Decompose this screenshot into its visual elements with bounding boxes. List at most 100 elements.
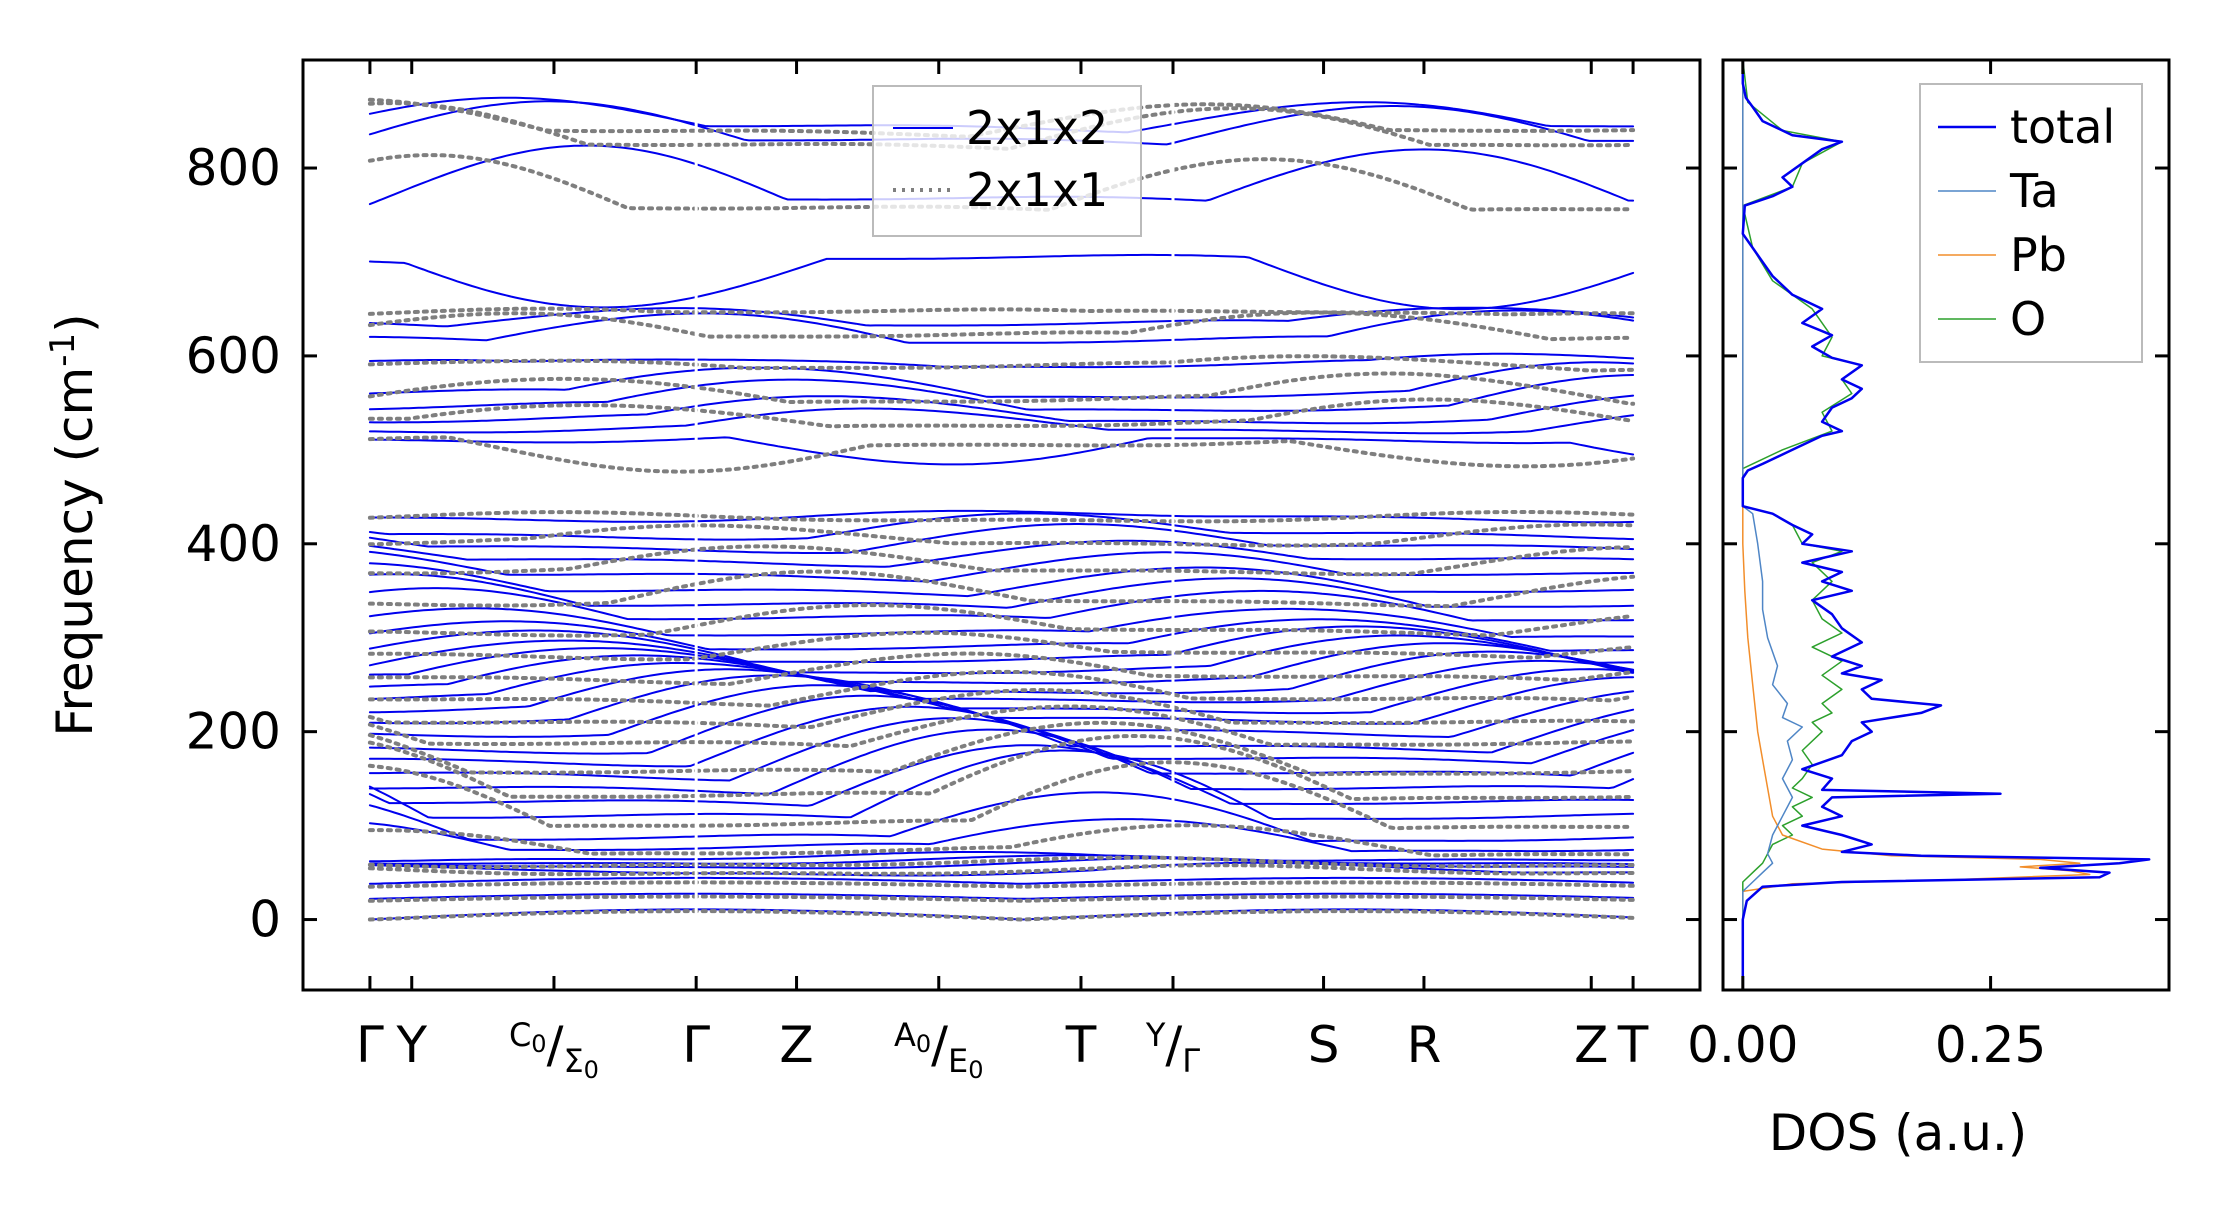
band-y-axis: 0 200 400 600 800 — [186, 139, 1700, 949]
dos-panel: 0.00 0.25 DOS (a.u.) total Ta Pb O — [1687, 58, 2171, 1162]
dos-x-tick-label: 0.25 — [1935, 1016, 2046, 1074]
band-mode-2x1x1 — [367, 371, 1636, 406]
band-mode-2x1x2 — [368, 394, 1635, 425]
dos-plot-frame — [1721, 58, 2171, 992]
band-y-axis-title: Frequency (cm-1) — [43, 313, 104, 736]
band-mode-2x1x2 — [368, 674, 1635, 725]
k-point-label: Y — [395, 1016, 427, 1074]
band-mode-2x1x1 — [367, 704, 1636, 748]
band-mode-2x1x1 — [367, 651, 1636, 687]
k-point-label: R — [1407, 1016, 1442, 1074]
legend-label: 2x1x1 — [966, 163, 1108, 217]
band-mode-2x1x1 — [367, 863, 1636, 877]
band-mode-2x1x1 — [367, 544, 1636, 577]
band-mode-2x1x1 — [367, 880, 1636, 889]
band-legend: 2x1x2 2x1x1 — [872, 85, 1142, 237]
band-mode-2x1x1 — [367, 310, 1636, 342]
legend-label: 2x1x2 — [966, 101, 1108, 155]
band-mode-2x1x1 — [367, 569, 1636, 609]
k-point-label: Z — [1574, 1016, 1608, 1074]
band-mode-2x1x1 — [367, 97, 1636, 139]
band-mode-2x1x2 — [368, 361, 1635, 399]
band-mode-2x1x2 — [368, 717, 1635, 782]
dos-lines — [1741, 60, 2151, 990]
band-mode-2x1x1 — [367, 510, 1636, 524]
k-point-label: Γ — [682, 1016, 710, 1074]
band-mode-2x1x2 — [368, 625, 1635, 664]
band-mode-2x1x1 — [367, 823, 1636, 858]
band-mode-2x1x2 — [368, 876, 1635, 885]
band-mode-2x1x2 — [368, 818, 1635, 853]
band-mode-2x1x2 — [368, 523, 1635, 554]
band-mode-2x1x2 — [368, 512, 1635, 541]
dos-legend-label: O — [2010, 292, 2046, 346]
band-mode-2x1x2 — [368, 539, 1635, 568]
band-mode-2x1x2 — [368, 550, 1635, 583]
band-mode-2x1x1 — [367, 603, 1636, 638]
band-mode-2x1x2 — [368, 562, 1635, 598]
legend-box — [872, 85, 1142, 237]
y-tick-label: 800 — [186, 139, 281, 197]
band-mode-2x1x2 — [368, 407, 1635, 435]
band-mode-2x1x2 — [368, 642, 1635, 685]
band-mode-2x1x2 — [368, 306, 1635, 328]
band-mode-2x1x2 — [368, 684, 1635, 739]
band-mode-2x1x1 — [367, 688, 1636, 730]
k-point-label: T — [1065, 1016, 1097, 1074]
dos-y-ticks — [1723, 166, 2169, 922]
k-point-label: T — [1617, 1016, 1649, 1074]
band-mode-2x1x1 — [367, 669, 1636, 708]
band-mode-2x1x1 — [367, 306, 1636, 317]
band-mode-2x1x2 — [368, 744, 1635, 807]
dos-legend-label: Ta — [2009, 164, 2059, 218]
band-mode-2x1x1 — [367, 734, 1636, 802]
band-mode-2x1x2 — [368, 728, 1635, 796]
band-x-axis-kpath: Γ Y C0/Σ0 Γ Z A0/E0 T Y/Γ S R Z T — [356, 60, 1649, 1084]
dos-x-axis: 0.00 0.25 — [1687, 60, 2046, 1074]
dos-curve-total — [1741, 60, 2151, 990]
band-mode-2x1x2 — [368, 659, 1635, 704]
k-point-label: Y/Γ — [1145, 1016, 1200, 1080]
band-mode-2x1x2 — [368, 851, 1635, 863]
band-mode-2x1x1 — [367, 522, 1636, 548]
band-mode-2x1x2 — [368, 749, 1635, 820]
band-mode-2x1x2 — [368, 436, 1635, 466]
k-point-label: A0/E0 — [894, 1016, 984, 1084]
k-point-label: C0/Σ0 — [509, 1016, 599, 1084]
y-tick-label: 400 — [186, 515, 281, 573]
k-point-label: Z — [779, 1016, 813, 1074]
band-mode-2x1x2 — [368, 668, 1635, 715]
k-point-label: Γ — [356, 1016, 384, 1074]
dos-x-tick-label: 0.00 — [1687, 1016, 1798, 1074]
band-mode-2x1x1 — [367, 101, 1636, 151]
band-mode-2x1x1 — [367, 720, 1636, 777]
band-mode-2x1x2 — [368, 509, 1635, 524]
band-mode-2x1x1 — [367, 397, 1636, 429]
dos-x-axis-title: DOS (a.u.) — [1769, 1104, 2028, 1162]
y-tick-label: 0 — [249, 891, 281, 949]
dos-legend-label: total — [2010, 100, 2115, 154]
band-mode-2x1x1 — [367, 855, 1636, 870]
band-plot-frame — [301, 58, 1702, 992]
band-mode-2x1x1 — [367, 630, 1636, 662]
k-point-label: S — [1308, 1016, 1340, 1074]
band-mode-2x1x2 — [368, 374, 1635, 412]
dos-legend-label: Pb — [2010, 228, 2067, 282]
band-mode-2x1x2 — [368, 791, 1635, 843]
y-tick-label: 600 — [186, 327, 281, 385]
band-mode-2x1x2 — [368, 854, 1635, 866]
band-mode-2x1x2 — [368, 705, 1635, 768]
dos-legend: total Ta Pb O — [1919, 83, 2143, 363]
band-mode-2x1x1 — [367, 894, 1636, 903]
dos-legend-box — [1919, 83, 2143, 363]
band-lines — [367, 96, 1636, 922]
high-symmetry-dividers — [694, 60, 1175, 990]
y-tick-label: 200 — [186, 703, 281, 761]
band-mode-2x1x2 — [368, 253, 1635, 311]
band-mode-2x1x2 — [368, 618, 1635, 652]
band-mode-2x1x1 — [367, 909, 1636, 922]
band-mode-2x1x2 — [368, 607, 1635, 639]
dos-curve-ta — [1742, 60, 1804, 990]
